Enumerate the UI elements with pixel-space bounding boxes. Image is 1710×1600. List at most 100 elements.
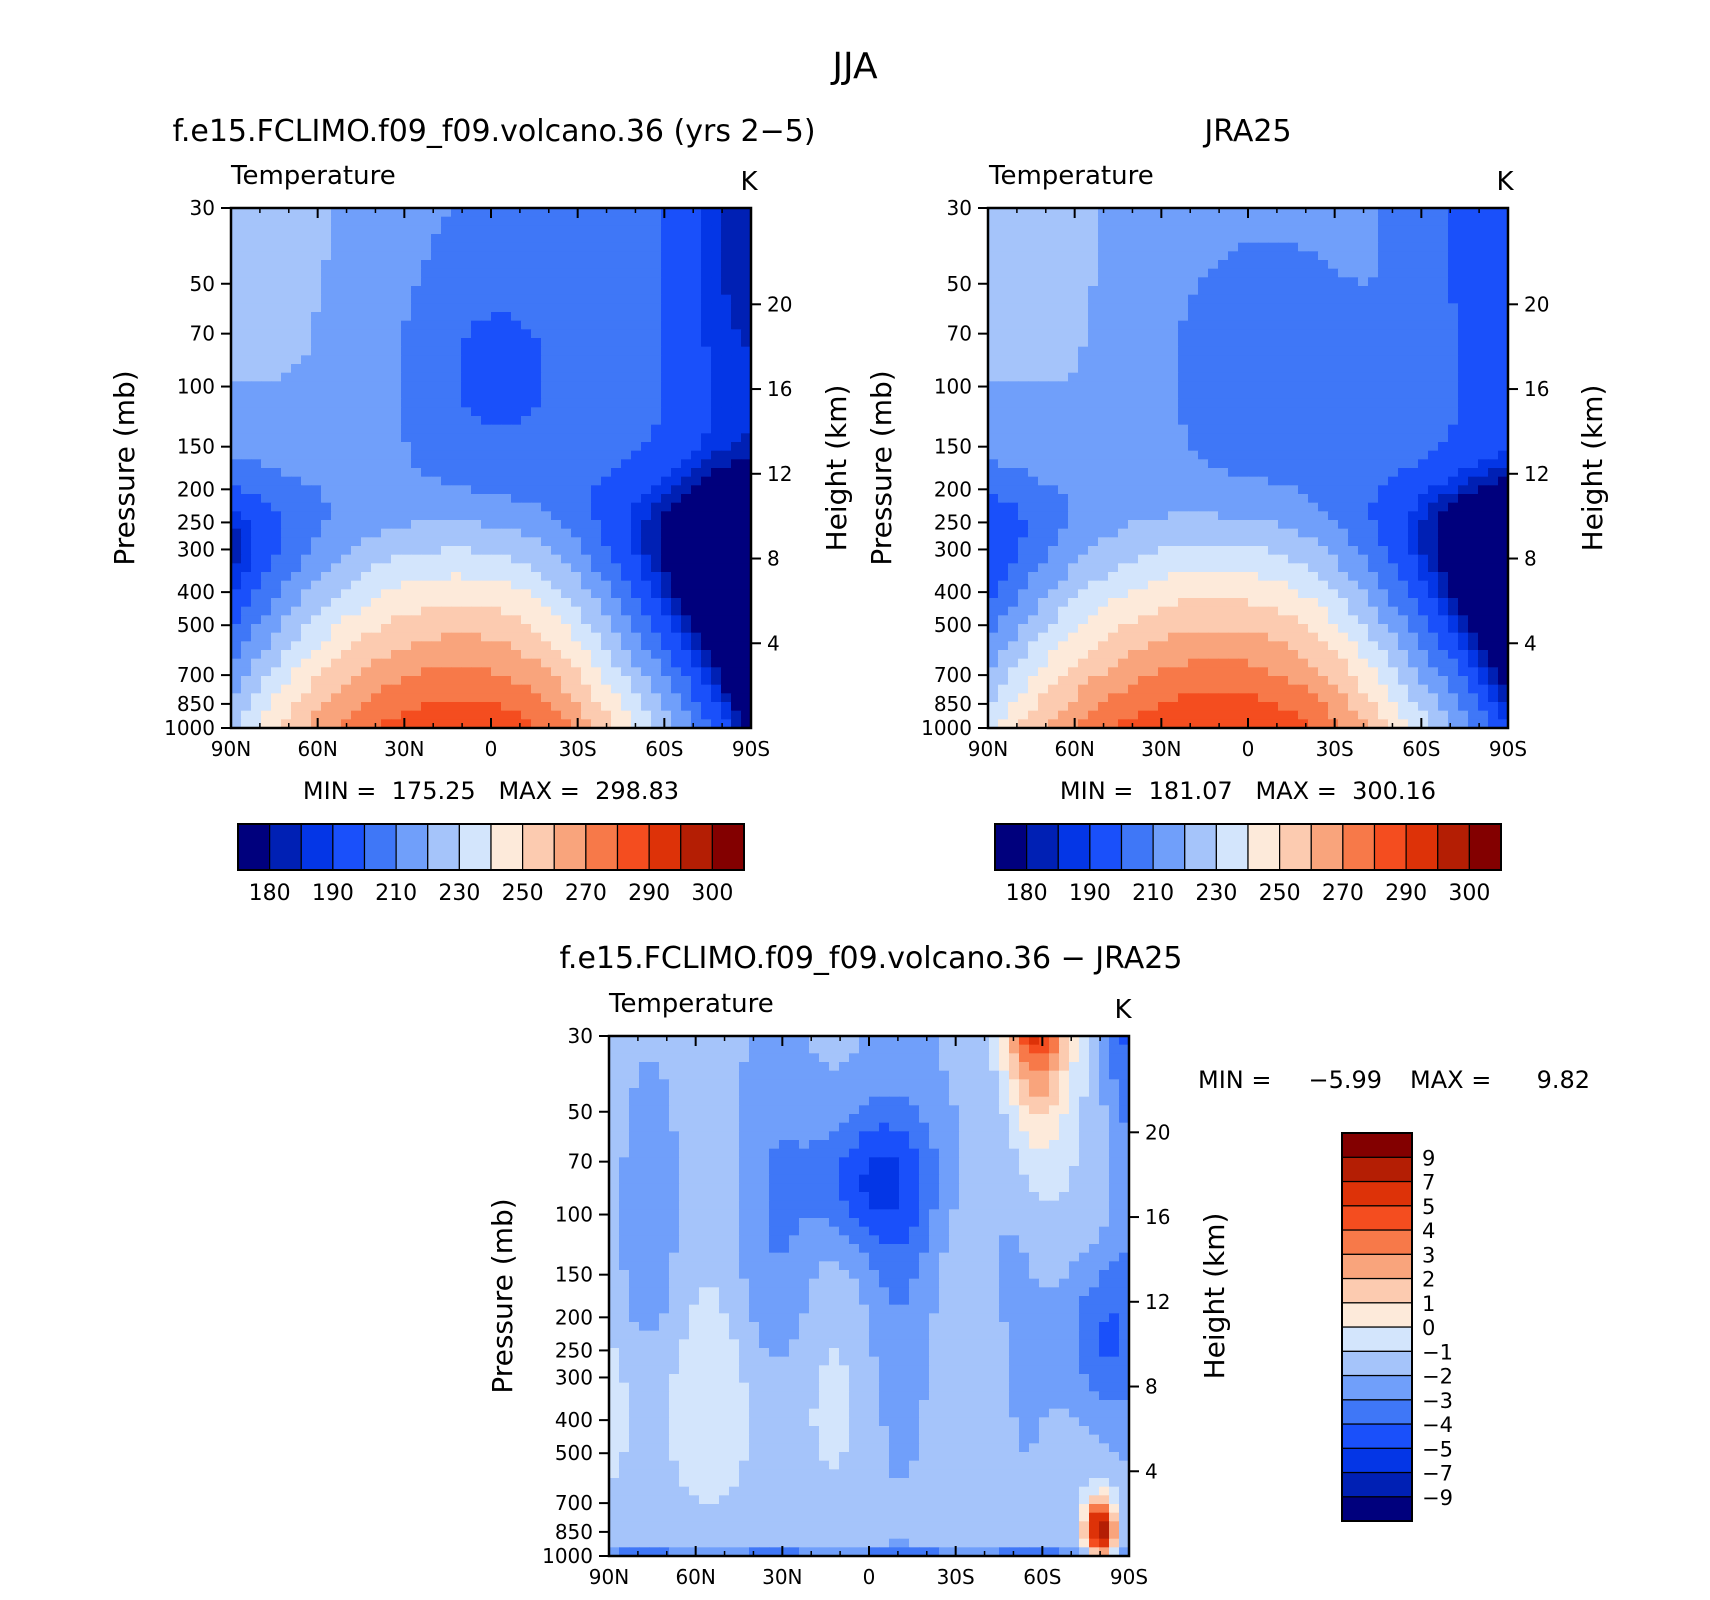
contour-cell [441, 719, 452, 729]
contour-cell [341, 312, 352, 322]
contour-cell [281, 338, 292, 348]
contour-cell [441, 684, 452, 694]
contour-cell [1058, 346, 1069, 356]
contour-cell [561, 563, 572, 573]
contour-cell [1088, 208, 1099, 218]
contour-cell [1438, 398, 1449, 408]
contour-cell [251, 589, 262, 599]
contour-cell [1158, 450, 1169, 460]
contour-cell [1368, 251, 1379, 261]
contour-cell [311, 225, 322, 235]
contour-cell [1338, 355, 1349, 365]
contour-cell [421, 494, 432, 504]
contour-cell [261, 459, 272, 469]
contour-cell [1008, 329, 1019, 339]
contour-cell [541, 208, 552, 218]
contour-cell [281, 234, 292, 244]
contour-cell [1198, 260, 1209, 270]
contour-cell [681, 398, 692, 408]
contour-cell [621, 520, 632, 530]
contour-cell [1198, 294, 1209, 304]
contour-cell [1118, 433, 1129, 443]
contour-cell [731, 225, 742, 235]
contour-cell [271, 268, 282, 278]
contour-cell [411, 407, 422, 417]
contour-cell [401, 528, 412, 538]
contour-cell [1048, 329, 1059, 339]
contour-cell [401, 355, 412, 365]
contour-cell [1458, 234, 1469, 244]
contour-cell [641, 416, 652, 426]
contour-cell [371, 693, 382, 703]
contour-cell [731, 468, 742, 478]
contour-cell [1108, 450, 1119, 460]
contour-cell [491, 528, 502, 538]
contour-cell [351, 320, 362, 330]
contour-cell [1428, 459, 1439, 469]
contour-cell [1058, 468, 1069, 478]
contour-cell [1108, 225, 1119, 235]
contour-cell [381, 615, 392, 625]
contour-cell [491, 398, 502, 408]
contour-cell [1148, 329, 1159, 339]
contour-cell [651, 320, 662, 330]
contour-cell [271, 346, 282, 356]
contour-cell [711, 658, 722, 668]
contour-cell [1048, 407, 1059, 417]
contour-cell [1378, 338, 1389, 348]
contour-cell [701, 650, 712, 660]
contour-cell [1398, 485, 1409, 495]
contour-cell [1498, 312, 1509, 322]
contour-cell [1218, 485, 1229, 495]
contour-cell [251, 268, 262, 278]
contour-cell [471, 398, 482, 408]
contour-cell [1188, 407, 1199, 417]
contour-cell [361, 433, 372, 443]
contour-cell [491, 312, 502, 322]
contour-cell [988, 268, 999, 278]
contour-cell [711, 572, 722, 582]
contour-cell [331, 424, 342, 434]
contour-cell [1218, 494, 1229, 504]
contour-cell [521, 398, 532, 408]
contour-cell [1138, 277, 1149, 287]
contour-cell [1208, 398, 1219, 408]
contour-cell [691, 485, 702, 495]
contour-cell [1168, 485, 1179, 495]
contour-cell [1348, 398, 1359, 408]
contour-cell [1088, 268, 1099, 278]
contour-cell [661, 563, 672, 573]
contour-cell [1328, 260, 1339, 270]
contour-cell [1088, 450, 1099, 460]
contour-cell [1418, 416, 1429, 426]
contour-cell [701, 251, 712, 261]
y-tick-label: 50 [190, 272, 215, 296]
contour-cell [321, 684, 332, 694]
contour-cell [561, 329, 572, 339]
contour-cell [531, 537, 542, 547]
contour-cell [1338, 346, 1349, 356]
contour-cell [1318, 242, 1329, 252]
contour-cell [361, 511, 372, 521]
contour-cell [1148, 390, 1159, 400]
contour-cell [551, 511, 562, 521]
contour-cell [441, 667, 452, 677]
contour-cell [1428, 294, 1439, 304]
contour-cell [371, 286, 382, 296]
contour-cell [1318, 485, 1329, 495]
contour-cell [1498, 476, 1509, 486]
contour-cell [1298, 485, 1309, 495]
contour-cell [1168, 355, 1179, 365]
contour-cell [1448, 407, 1459, 417]
contour-cell [371, 390, 382, 400]
contour-cell [1228, 208, 1239, 218]
contour-cell [251, 710, 262, 720]
contour-cell [1298, 277, 1309, 287]
contour-cell [371, 650, 382, 660]
contour-cell [301, 693, 312, 703]
contour-cell [1278, 468, 1289, 478]
contour-cell [311, 242, 322, 252]
contour-cell [551, 450, 562, 460]
contour-cell [261, 676, 272, 686]
contour-cell [1148, 433, 1159, 443]
